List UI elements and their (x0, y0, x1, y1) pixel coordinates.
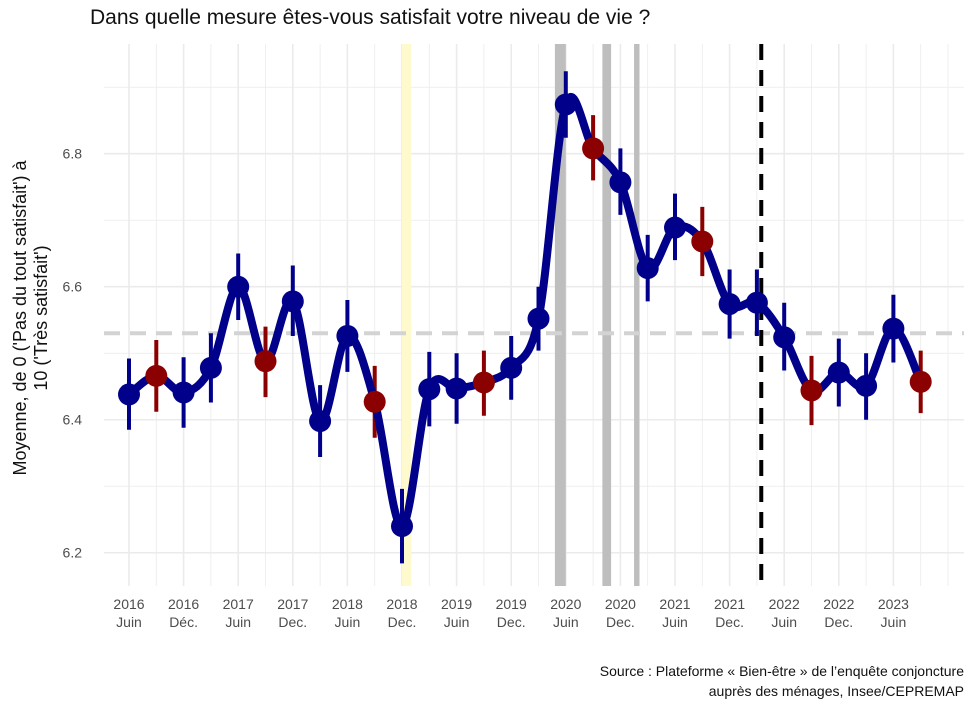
x-tick-period: Dec. (824, 614, 853, 630)
x-tick-year: 2020 (605, 596, 636, 612)
data-point (309, 410, 332, 433)
shaded-period (554, 44, 566, 586)
highlight-point (582, 137, 605, 160)
x-tick-year: 2018 (386, 596, 417, 612)
x-tick-period: Dec. (606, 614, 635, 630)
data-point (227, 275, 250, 298)
series-path (125, 92, 925, 531)
source-note: Source : Plateforme « Bien-être » de l’e… (600, 661, 964, 701)
x-tick-period: Juin (116, 614, 142, 630)
data-point (281, 290, 304, 313)
x-tick-period: Déc. (169, 614, 198, 630)
x-tick-period: Juin (553, 614, 579, 630)
highlight-point (145, 364, 168, 387)
x-tick-labels: 2016 Juin 2016 Déc. 2017 Juin 2017 Dec. 2018 Juin… (113, 596, 909, 630)
x-tick-year: 2019 (441, 596, 472, 612)
data-point (745, 291, 768, 314)
data-point (636, 257, 659, 280)
shaded-periods (402, 44, 640, 586)
shaded-period (402, 44, 412, 586)
x-tick-period: Dec. (278, 614, 307, 630)
x-tick-year: 2018 (332, 596, 363, 612)
y-tick-labels: 6.2 6.4 6.6 6.8 (63, 146, 83, 561)
data-points (118, 93, 932, 538)
data-point (527, 307, 550, 330)
x-tick-year: 2022 (823, 596, 854, 612)
data-point (118, 383, 140, 406)
x-tick-period: Juin (662, 614, 688, 630)
highlight-point (363, 390, 386, 413)
data-point (882, 317, 905, 340)
y-tick-label: 6.6 (63, 279, 83, 295)
x-tick-year: 2021 (659, 596, 690, 612)
x-tick-year: 2021 (714, 596, 745, 612)
x-tick-year: 2022 (769, 596, 800, 612)
data-point (336, 324, 359, 347)
x-tick-period: Dec. (715, 614, 744, 630)
x-tick-period: Dec. (497, 614, 526, 630)
highlight-point (254, 350, 277, 373)
data-point (718, 293, 741, 316)
data-point (827, 361, 850, 384)
x-tick-period: Juin (771, 614, 797, 630)
shaded-period (602, 44, 612, 586)
source-line-1: Source : Plateforme « Bien-être » de l’e… (599, 663, 964, 679)
x-tick-period: Juin (444, 614, 470, 630)
highlight-point (800, 379, 823, 402)
data-point (391, 515, 413, 538)
x-tick-year: 2019 (496, 596, 527, 612)
y-tick-label: 6.8 (63, 146, 83, 162)
source-line-2: auprès des ménages, Insee/CEPREMAP (708, 683, 964, 699)
x-tick-year: 2020 (550, 596, 581, 612)
highlight-point (909, 370, 932, 393)
shaded-period (634, 44, 640, 586)
x-tick-year: 2016 (113, 596, 144, 612)
x-tick-period: Dec. (388, 614, 417, 630)
x-tick-year: 2017 (223, 596, 254, 612)
data-point (773, 326, 796, 349)
series-line (125, 92, 925, 531)
data-point (500, 356, 523, 379)
data-point (445, 377, 468, 400)
data-point (554, 93, 577, 116)
data-point (199, 356, 222, 379)
data-point (609, 171, 632, 194)
x-tick-year: 2017 (277, 596, 308, 612)
x-tick-year: 2016 (168, 596, 199, 612)
x-tick-period: Juin (335, 614, 361, 630)
x-tick-year: 2023 (878, 596, 909, 612)
highlight-point (691, 230, 714, 253)
x-tick-period: Juin (225, 614, 251, 630)
x-tick-period: Juin (881, 614, 907, 630)
y-tick-label: 6.2 (63, 545, 83, 561)
data-point (172, 381, 195, 404)
highlight-point (472, 371, 495, 394)
data-point (855, 374, 878, 397)
data-point (418, 378, 441, 401)
y-tick-label: 6.4 (63, 412, 83, 428)
chart-title: Dans quelle mesure êtes-vous satisfait v… (90, 6, 651, 29)
data-point (664, 216, 686, 239)
